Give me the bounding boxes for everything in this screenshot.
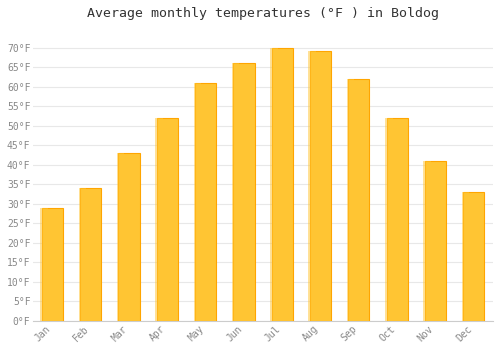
Title: Average monthly temperatures (°F ) in Boldog: Average monthly temperatures (°F ) in Bo…	[87, 7, 439, 20]
Bar	[347, 79, 354, 321]
Bar	[310, 51, 331, 321]
Bar	[194, 83, 201, 321]
Bar	[308, 51, 316, 321]
Bar	[234, 63, 254, 321]
Bar	[155, 118, 162, 321]
Bar	[424, 161, 431, 321]
Bar	[40, 208, 48, 321]
Bar	[232, 63, 239, 321]
Bar	[42, 208, 63, 321]
Bar	[80, 188, 101, 321]
Bar	[272, 48, 293, 321]
Bar	[270, 48, 278, 321]
Bar	[462, 192, 469, 321]
Bar	[78, 188, 86, 321]
Bar	[464, 192, 484, 321]
Bar	[425, 161, 446, 321]
Bar	[385, 118, 392, 321]
Bar	[386, 118, 408, 321]
Bar	[157, 118, 178, 321]
Bar	[117, 153, 124, 321]
Bar	[348, 79, 370, 321]
Bar	[118, 153, 140, 321]
Bar	[195, 83, 216, 321]
